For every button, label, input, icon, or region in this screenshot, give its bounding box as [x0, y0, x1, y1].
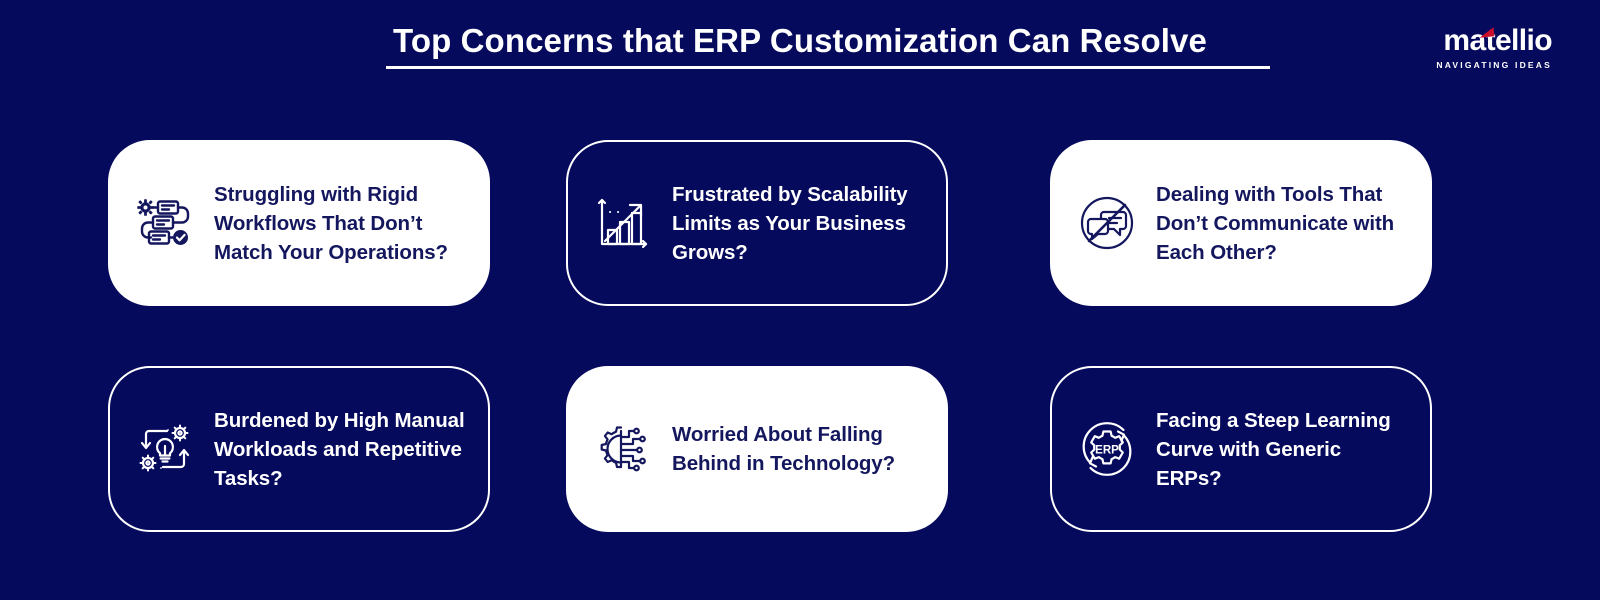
concern-card-manual-workloads[interactable]: Burdened by High Manual Workloads and Re… — [108, 366, 490, 532]
concern-card-label: Worried About Falling Behind in Technolo… — [672, 423, 896, 475]
concern-card-label: Facing a Steep Learning Curve with Gener… — [1156, 408, 1391, 490]
logo-wordmark: matellio — [1443, 24, 1552, 57]
concern-card-label: Struggling with Rigid Workflows That Don… — [214, 182, 448, 264]
logo-accent-triangle-icon — [1478, 27, 1495, 38]
no-chat-bubbles-icon — [1074, 190, 1140, 256]
concern-card-rigid-workflows[interactable]: Struggling with Rigid Workflows That Don… — [108, 140, 490, 306]
erp-gear-refresh-icon: ERP — [1074, 416, 1140, 482]
concern-card-steep-learning-curve[interactable]: ERP Facing a Steep Learning Curve with G… — [1050, 366, 1432, 532]
logo-tagline: NAVIGATING IDEAS — [1436, 60, 1552, 70]
gear-circuit-icon — [590, 416, 656, 482]
concern-card-scalability-limits[interactable]: Frustrated by Scalability Limits as Your… — [566, 140, 948, 306]
concerns-card-grid: Struggling with Rigid Workflows That Don… — [108, 140, 1492, 532]
page-title: Top Concerns that ERP Customization Can … — [393, 22, 1207, 59]
workflow-gear-check-icon — [132, 190, 198, 256]
brand-logo[interactable]: matellio NAVIGATING IDEAS — [1402, 26, 1552, 74]
title-underline — [386, 66, 1270, 69]
concern-card-label: Dealing with Tools That Don’t Communicat… — [1156, 182, 1395, 264]
lightbulb-gears-arrows-icon — [132, 416, 198, 482]
concern-card-falling-behind-technology[interactable]: Worried About Falling Behind in Technolo… — [566, 366, 948, 532]
header: Top Concerns that ERP Customization Can … — [0, 0, 1600, 100]
growth-chart-arrow-icon — [590, 190, 656, 256]
concern-card-label: Frustrated by Scalability Limits as Your… — [672, 182, 908, 264]
concern-card-label: Burdened by High Manual Workloads and Re… — [214, 408, 465, 490]
svg-text:ERP: ERP — [1095, 445, 1119, 457]
concern-card-tools-not-communicating[interactable]: Dealing with Tools That Don’t Communicat… — [1050, 140, 1432, 306]
